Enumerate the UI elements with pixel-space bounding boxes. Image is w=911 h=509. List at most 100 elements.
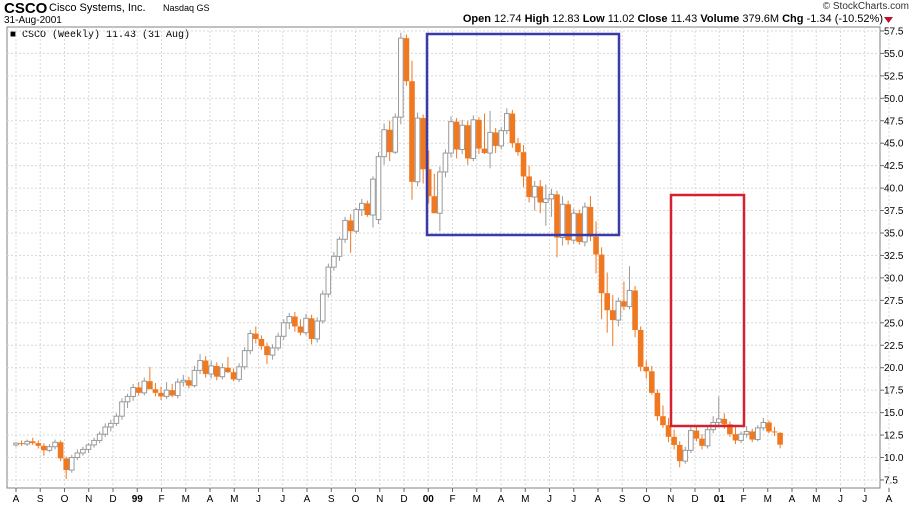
candle-body [158,392,164,397]
candle-body [147,381,153,390]
candle-body [481,148,488,154]
candle-body [230,372,237,380]
x-tick-label: D [691,494,698,505]
candle-body [91,439,97,446]
candle-body [152,389,159,393]
candle-body [29,441,36,444]
chg-label: Chg [782,13,804,25]
high-label: High [524,13,550,25]
y-tick-label: 52.5 [884,71,904,82]
candle-body [24,440,30,445]
y-tick-label: 20.0 [884,363,904,374]
candle-body [437,171,443,214]
candle-body [392,116,399,153]
candle-body [213,365,220,377]
candle-body [693,430,700,439]
candle-body [754,427,761,441]
candle-body [665,425,672,437]
candle-body [297,326,304,333]
candle-body [654,392,661,417]
x-tick-label: A [304,494,311,505]
x-tick-label: N [667,494,674,505]
candle-body [258,338,265,347]
candle-body [448,121,454,154]
candle-body [615,300,622,321]
candle-body [197,360,203,371]
candle-body [699,438,705,446]
y-tick-label: 42.5 [884,161,904,172]
x-tick-label: M [182,494,190,505]
candle-body [727,424,733,435]
candle-body [18,443,25,445]
candle-body [375,156,382,221]
y-tick-label: 57.5 [884,26,904,37]
candle-body [504,113,510,132]
x-tick-label: F [740,494,746,505]
candle-body [582,206,588,243]
candle-body [308,318,315,339]
x-tick-label: A [13,494,20,505]
candle-body [96,433,103,441]
candle-body [721,418,728,425]
y-tick-label: 35.0 [884,229,904,240]
y-tick-label: 45.0 [884,139,904,150]
open-value: 12.74 [494,13,522,25]
blue-annotation-box [425,32,621,237]
candle-body [241,350,248,368]
candle-body [738,433,744,441]
candle-body [331,255,337,268]
candle-body [537,186,544,203]
y-tick-label: 37.5 [884,206,904,217]
candle-body [275,335,281,349]
ohlc-stats: Open 12.74 High 12.83 Low 11.02 Close 11… [463,13,883,25]
candle-body [431,196,438,214]
candle-body [621,301,627,307]
candle-body [464,125,471,159]
candle-body [570,212,577,241]
y-tick-label: 22.5 [884,341,904,352]
candle-body [766,422,772,432]
candle-body [325,266,332,295]
candle-body [749,431,756,440]
candle-body [771,431,778,433]
candle-body [353,209,360,232]
x-tick-label: M [812,494,820,505]
candle-body [425,169,432,197]
close-value: 11.43 [670,13,698,25]
candle-body [442,152,449,173]
candle-body [459,124,465,150]
candle-body [264,346,270,356]
ticker-symbol: CSCO [4,0,48,17]
candle-body [253,333,259,339]
candle-body [80,448,86,454]
red-annotation-box [669,193,746,428]
candle-body [704,429,711,447]
y-tick-label: 27.5 [884,296,904,307]
candle-body [682,449,689,462]
candle-body [286,316,293,324]
y-tick-label: 55.0 [884,49,904,60]
candle-body [119,401,125,417]
x-tick-label: F [449,494,455,505]
candle-body [108,422,114,428]
candle-body [186,380,192,386]
x-tick-label: 99 [132,494,144,505]
candle-body [598,254,605,294]
x-tick-label: N [85,494,92,505]
candle-body [381,129,387,158]
candle-body [548,193,555,200]
candle-body [520,152,527,177]
high-value: 12.83 [552,13,580,25]
candle-body [35,443,42,446]
y-tick-label: 25.0 [884,318,904,329]
candle-body [398,37,404,118]
candle-body [342,219,348,240]
candle-body [715,418,722,423]
x-tick-label: M [230,494,238,505]
x-tick-label: F [158,494,164,505]
candle-body [74,452,81,459]
down-arrow-icon [884,17,893,23]
volume-value: 379.6M [742,13,780,25]
candle-body [292,316,298,327]
x-tick-label: A [886,494,893,505]
